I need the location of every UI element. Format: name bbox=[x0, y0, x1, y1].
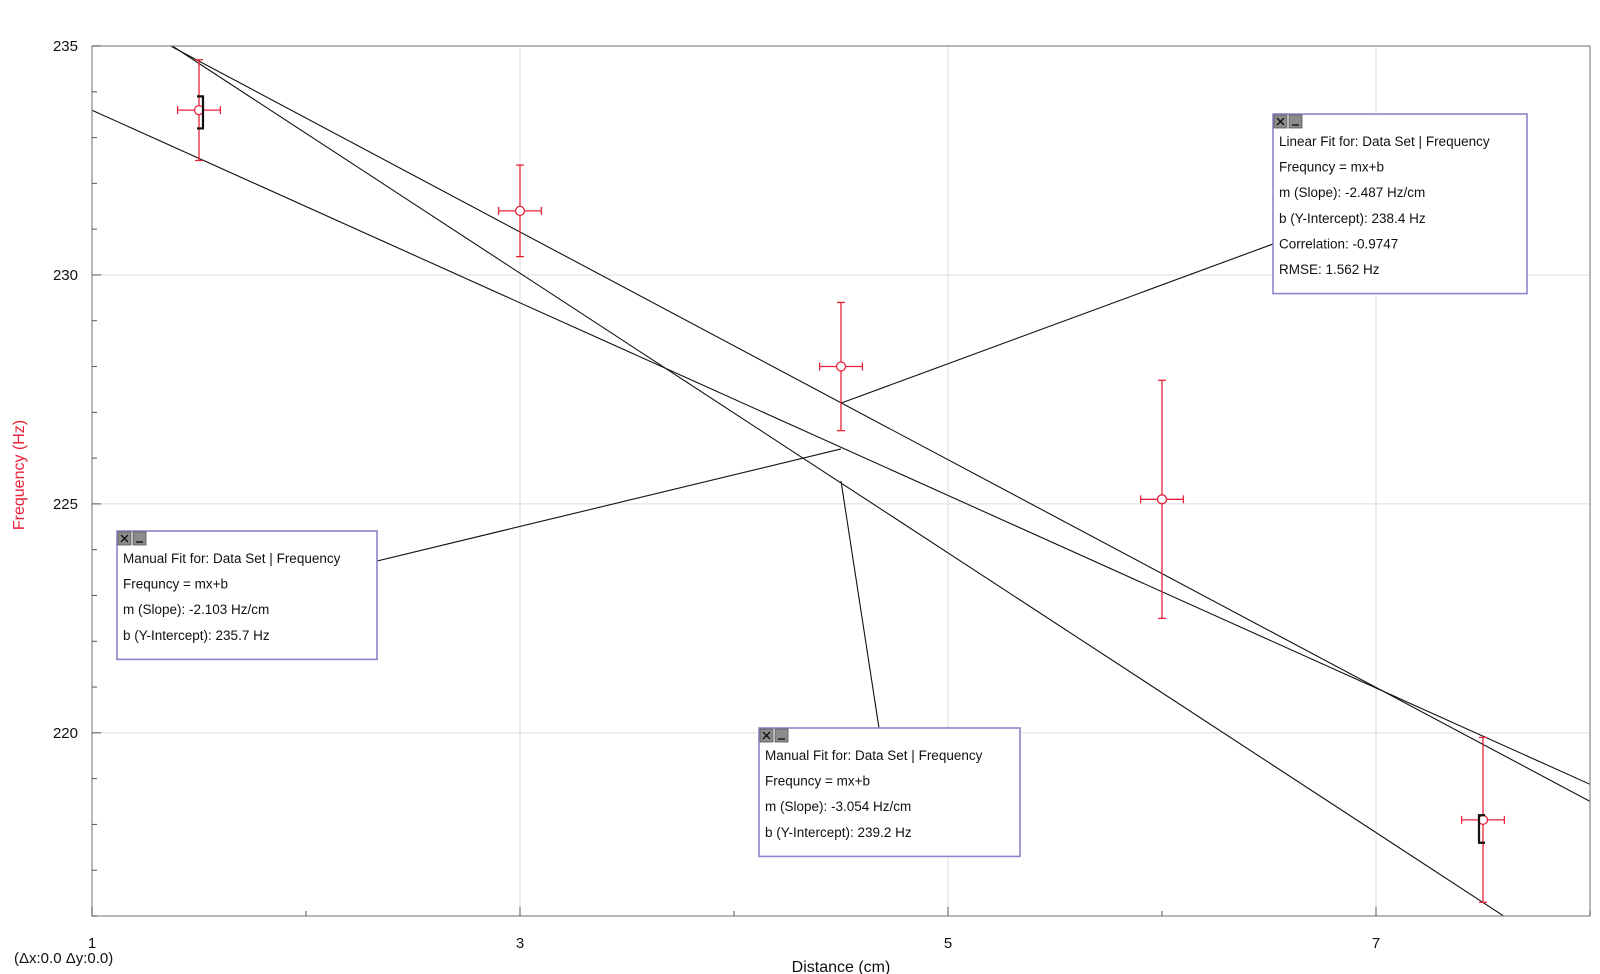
fit-box-line: Correlation: -0.9747 bbox=[1279, 236, 1398, 251]
bracket-left bbox=[1477, 814, 1485, 844]
fit-box-line: b (Y-Intercept): 238.4 Hz bbox=[1279, 211, 1426, 226]
y-tick-label: 220 bbox=[53, 725, 78, 742]
cursor-delta-readout: (Δx:0.0 Δy:0.0) bbox=[14, 950, 114, 967]
x-tick-label: 7 bbox=[1372, 935, 1380, 952]
fit-box-line: m (Slope): -2.103 Hz/cm bbox=[123, 602, 269, 617]
leader-line-manual-2 bbox=[840, 480, 880, 729]
plot-area[interactable] bbox=[91, 45, 1591, 917]
fit-box-linear[interactable]: Linear Fit for: Data Set | Frequency Freq… bbox=[1272, 113, 1528, 295]
fit-box-frame bbox=[116, 530, 378, 661]
fit-box-line: Manual Fit for: Data Set | Frequency bbox=[765, 748, 983, 763]
data-point bbox=[497, 164, 543, 258]
x-axis-title: Distance (cm) bbox=[792, 959, 891, 974]
data-point bbox=[818, 301, 864, 432]
y-axis-title: Frequency (Hz) bbox=[11, 420, 28, 530]
data-marker bbox=[835, 361, 847, 372]
fit-box-line: RMSE: 1.562 Hz bbox=[1279, 262, 1380, 277]
close-icon[interactable] bbox=[1273, 114, 1288, 129]
minimize-icon[interactable] bbox=[132, 531, 147, 546]
minimize-icon[interactable] bbox=[1288, 114, 1303, 129]
close-icon[interactable] bbox=[759, 728, 774, 743]
fit-box-line: Frequncy = mx+b bbox=[123, 577, 228, 592]
y-tick-label: 225 bbox=[53, 496, 78, 513]
close-icon[interactable] bbox=[117, 531, 132, 546]
fit-box-line: b (Y-Intercept): 235.7 Hz bbox=[123, 628, 270, 643]
fit-box-line: Linear Fit for: Data Set | Frequency bbox=[1279, 134, 1490, 149]
fit-line-manual-1 bbox=[92, 109, 1590, 785]
fit-box-frame bbox=[1272, 113, 1528, 295]
fit-box-manual-2[interactable]: Manual Fit for: Data Set | Frequency Freq… bbox=[758, 727, 1021, 858]
fit-box-line: m (Slope): -2.487 Hz/cm bbox=[1279, 185, 1425, 200]
data-points bbox=[176, 59, 1506, 903]
fit-box-manual-1[interactable]: Manual Fit for: Data Set | Frequency Freq… bbox=[116, 530, 378, 661]
x-tick-label: 5 bbox=[944, 935, 952, 952]
fit-box-line: Frequncy = mx+b bbox=[1279, 160, 1384, 175]
data-marker bbox=[514, 205, 526, 216]
leader-line-manual-1 bbox=[376, 448, 842, 562]
fit-box-line: m (Slope): -3.054 Hz/cm bbox=[765, 799, 911, 814]
close-icon-glyph bbox=[1276, 117, 1285, 126]
minimize-icon-bg bbox=[132, 531, 147, 546]
leader-line-linear bbox=[840, 243, 1274, 404]
data-point bbox=[176, 59, 222, 162]
y-tick-label: 230 bbox=[53, 267, 78, 284]
fit-box-line: Frequncy = mx+b bbox=[765, 774, 870, 789]
minimize-icon[interactable] bbox=[774, 728, 789, 743]
fit-box-line: Manual Fit for: Data Set | Frequency bbox=[123, 551, 341, 566]
fit-annotation-boxes: Linear Fit for: Data Set | Frequency Freq… bbox=[116, 113, 1528, 858]
data-marker bbox=[1156, 494, 1168, 505]
data-point bbox=[1460, 736, 1506, 903]
y-tick-label: 235 bbox=[53, 38, 78, 55]
close-icon-glyph bbox=[120, 534, 129, 543]
annotation-leader-lines bbox=[376, 243, 1274, 729]
data-point bbox=[1139, 379, 1185, 620]
close-icon-glyph bbox=[762, 731, 771, 740]
minimize-icon-bg bbox=[1288, 114, 1303, 129]
fit-box-frame bbox=[758, 727, 1021, 858]
axis-ticks: 1 3 5 7 235 230 225 220 bbox=[53, 38, 1591, 952]
selection-brackets bbox=[197, 95, 1485, 844]
fit-box-line: b (Y-Intercept): 239.2 Hz bbox=[765, 825, 912, 840]
x-tick-label: 3 bbox=[516, 935, 524, 952]
bracket-right bbox=[197, 95, 205, 130]
x-tick-label: 1 bbox=[88, 935, 96, 952]
minimize-icon-bg bbox=[774, 728, 789, 743]
